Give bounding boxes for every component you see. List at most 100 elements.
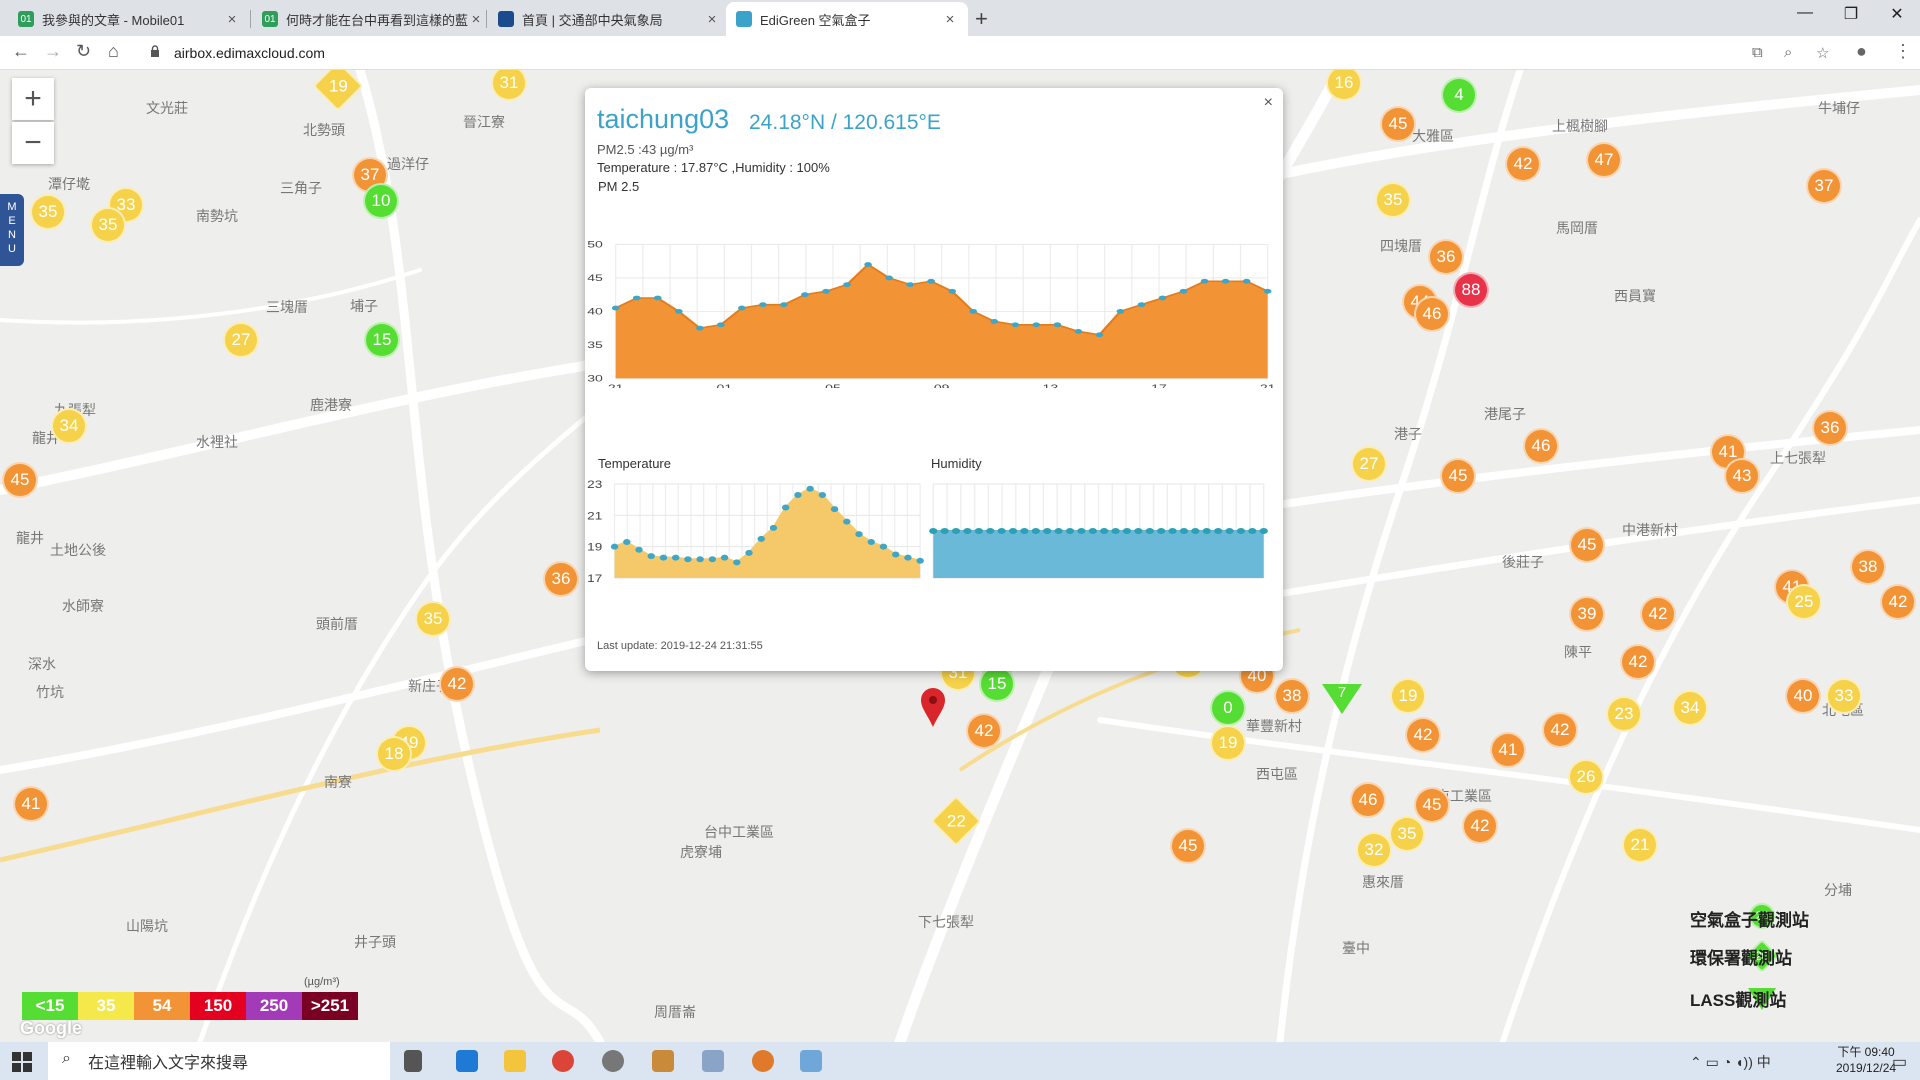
bookmark-star-icon[interactable]: ☆ <box>1816 45 1830 62</box>
notification-icon[interactable]: ▭ <box>1892 1054 1908 1071</box>
station-marker[interactable]: 42 <box>1505 146 1541 182</box>
forward-icon[interactable]: → <box>44 41 62 61</box>
file-explorer-icon[interactable] <box>504 1050 526 1072</box>
station-marker[interactable]: 47 <box>1586 142 1622 178</box>
tab-edigreen[interactable]: EdiGreen 空氣盒子 × <box>726 2 968 36</box>
tab-mobile01[interactable]: 01 我參與的文章 - Mobile01 × <box>8 2 250 36</box>
station-marker[interactable]: 25 <box>1786 584 1822 620</box>
station-marker[interactable]: 43 <box>1724 458 1760 494</box>
station-marker[interactable]: 45 <box>1414 787 1450 823</box>
taskbar-search-box[interactable]: ⌕ 在這裡輸入文字來搜尋 <box>48 1042 390 1080</box>
close-tab-icon[interactable]: × <box>707 10 717 28</box>
reload-icon[interactable]: ↻ <box>76 41 92 61</box>
station-marker[interactable]: 10 <box>363 183 399 219</box>
station-marker[interactable]: 35 <box>415 601 451 637</box>
tab-mobile01-blue-sky[interactable]: 01 何時才能在台中再看到這樣的藍 × <box>252 2 494 36</box>
clock[interactable]: 下午 09:40 2019/12/24 <box>1836 1045 1897 1075</box>
zoom-out-button[interactable]: − <box>12 122 54 164</box>
app-icon[interactable] <box>800 1050 822 1072</box>
station-marker[interactable]: 19 <box>1210 725 1246 761</box>
station-marker[interactable]: 45 <box>1170 828 1206 864</box>
station-marker[interactable]: 26 <box>1568 759 1604 795</box>
station-marker[interactable]: 42 <box>1880 584 1916 620</box>
station-marker[interactable]: 46 <box>1414 296 1450 332</box>
translate-icon[interactable]: ⧉ <box>1752 44 1763 61</box>
menu-dots-icon[interactable]: ⋮ <box>1894 41 1912 61</box>
station-marker[interactable]: 19 <box>1390 678 1426 714</box>
station-marker[interactable]: 36 <box>1812 410 1848 446</box>
close-tab-icon[interactable]: × <box>227 10 237 28</box>
station-marker[interactable]: 41 <box>13 786 49 822</box>
station-marker[interactable]: 23 <box>1606 696 1642 732</box>
station-marker[interactable]: 42 <box>1640 596 1676 632</box>
selected-location-pin-icon[interactable] <box>918 686 948 728</box>
station-marker[interactable]: 15 <box>979 666 1015 702</box>
station-marker[interactable]: 45 <box>2 462 38 498</box>
station-marker[interactable]: 42 <box>439 666 475 702</box>
close-tab-icon[interactable]: × <box>471 10 481 28</box>
station-marker[interactable]: 31 <box>491 70 527 101</box>
app-icon[interactable] <box>702 1050 724 1072</box>
system-tray-icons[interactable]: ⌃ ▭ ◔ ◖)) 中 <box>1690 1054 1771 1070</box>
app-icon[interactable] <box>652 1050 674 1072</box>
new-tab-button[interactable]: + <box>975 6 988 31</box>
windows-start-icon[interactable] <box>12 1052 32 1072</box>
station-marker[interactable]: 37 <box>1806 168 1842 204</box>
station-marker[interactable]: 36 <box>1428 239 1464 275</box>
station-marker[interactable]: 35 <box>30 194 66 230</box>
station-marker[interactable]: 42 <box>1405 717 1441 753</box>
close-popup-icon[interactable]: × <box>1263 94 1273 111</box>
station-marker[interactable]: 35 <box>90 207 126 243</box>
station-marker[interactable]: 42 <box>966 713 1002 749</box>
lass-station-marker-icon[interactable]: 7 <box>1322 684 1362 714</box>
station-marker[interactable]: 42 <box>1462 808 1498 844</box>
station-marker[interactable]: 42 <box>1620 644 1656 680</box>
station-marker[interactable]: 38 <box>1850 549 1886 585</box>
home-icon[interactable]: ⌂ <box>108 41 119 61</box>
close-window-button[interactable]: ✕ <box>1890 6 1904 23</box>
station-marker[interactable]: 27 <box>1351 446 1387 482</box>
station-marker[interactable]: 16 <box>1326 70 1362 101</box>
station-marker[interactable]: 35 <box>1375 182 1411 218</box>
close-tab-icon[interactable]: × <box>945 10 955 28</box>
map[interactable]: 文光莊北勢頭晉江寮潭仔墘過洋仔三角子南勢坑三塊厝埔子九張犁鹿港寮龍井水裡社土地公… <box>0 70 1920 1042</box>
profile-icon[interactable]: ● <box>1856 41 1867 61</box>
station-marker[interactable]: 0 <box>1210 690 1246 726</box>
station-marker[interactable]: 36 <box>543 561 579 597</box>
zoom-in-button[interactable]: + <box>12 78 54 120</box>
station-marker[interactable]: 33 <box>108 187 144 223</box>
task-view-icon[interactable] <box>404 1050 422 1072</box>
station-marker[interactable]: 39 <box>1569 596 1605 632</box>
station-marker[interactable]: 42 <box>1542 712 1578 748</box>
station-marker[interactable]: 45 <box>1569 527 1605 563</box>
station-marker[interactable]: 45 <box>1380 106 1416 142</box>
omnibox[interactable]: airbox.edimaxcloud.com <box>140 40 1760 66</box>
station-marker[interactable]: 34 <box>1672 690 1708 726</box>
station-marker[interactable]: 40 <box>1785 678 1821 714</box>
station-marker[interactable]: 18 <box>376 736 412 772</box>
blender-icon[interactable] <box>752 1050 774 1072</box>
station-marker[interactable]: 46 <box>1523 428 1559 464</box>
tab-cwb[interactable]: 首頁 | 交通部中央氣象局 × <box>488 2 730 36</box>
station-marker[interactable]: 45 <box>1440 458 1476 494</box>
minimize-button[interactable]: — <box>1797 4 1813 21</box>
station-marker[interactable]: 32 <box>1356 832 1392 868</box>
station-marker[interactable]: 33 <box>1826 678 1862 714</box>
station-marker[interactable]: 4 <box>1441 77 1477 113</box>
station-marker[interactable]: 21 <box>1622 827 1658 863</box>
back-icon[interactable]: ← <box>12 41 30 61</box>
chrome-icon[interactable] <box>552 1050 574 1072</box>
station-marker[interactable]: 38 <box>1274 678 1310 714</box>
station-marker[interactable]: 34 <box>51 408 87 444</box>
station-marker[interactable]: 35 <box>1389 816 1425 852</box>
station-marker[interactable]: 88 <box>1453 272 1489 308</box>
station-marker[interactable]: 15 <box>364 322 400 358</box>
station-marker[interactable]: 46 <box>1350 782 1386 818</box>
station-marker[interactable]: 27 <box>223 322 259 358</box>
zoom-icon[interactable]: ⌕ <box>1784 44 1793 61</box>
app-icon[interactable] <box>602 1050 624 1072</box>
edge-icon[interactable] <box>456 1050 478 1072</box>
restore-button[interactable]: ❐ <box>1843 6 1859 23</box>
station-marker[interactable]: 41 <box>1490 732 1526 768</box>
